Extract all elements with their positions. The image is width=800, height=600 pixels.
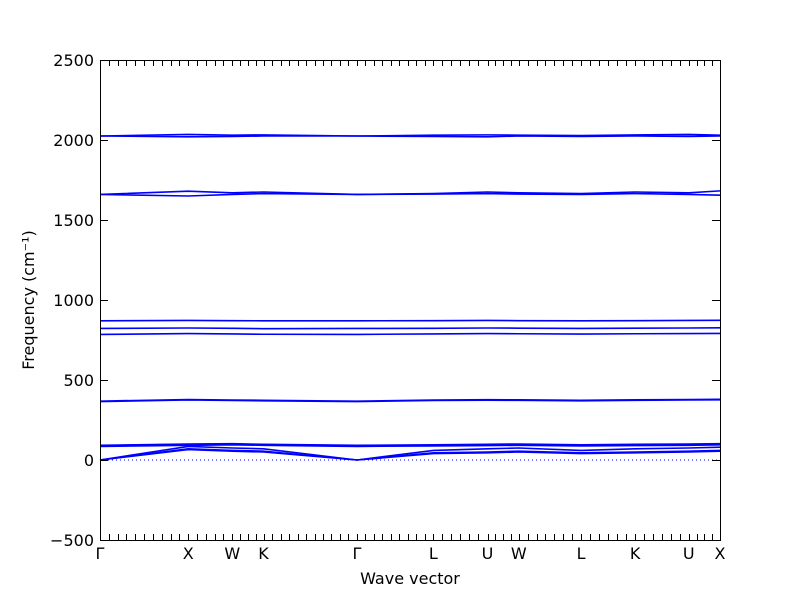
y-tick-labels: −500 0 500 1000 1500 2000 2500 bbox=[50, 51, 94, 550]
series-layer bbox=[99, 133, 721, 461]
y-tick-label: −500 bbox=[50, 531, 94, 550]
band-line-9 bbox=[99, 332, 721, 336]
x-tick-label: U bbox=[482, 544, 494, 563]
x-tick-label: L bbox=[429, 544, 438, 563]
x-tick-label: X bbox=[183, 544, 194, 563]
x-tick-label: L bbox=[577, 544, 586, 563]
y-tick-label: 500 bbox=[63, 371, 94, 390]
x-tick-label: W bbox=[224, 544, 240, 563]
band-line-13 bbox=[99, 192, 721, 197]
plot-frame bbox=[100, 60, 721, 541]
y-axis-label: Frequency (cm⁻¹) bbox=[19, 230, 38, 369]
x-tick-label: X bbox=[715, 544, 726, 563]
band-line-6 bbox=[99, 442, 721, 447]
x-tick-label: K bbox=[258, 544, 269, 563]
x-tick-label: Γ bbox=[96, 544, 105, 563]
x-axis-label: Wave vector bbox=[360, 569, 460, 588]
band-line-12 bbox=[99, 190, 721, 196]
y-tick-label: 0 bbox=[84, 451, 94, 470]
x-tick-label: U bbox=[683, 544, 695, 563]
band-line-3 bbox=[99, 445, 721, 461]
band-line-2 bbox=[99, 448, 721, 461]
band-line-14 bbox=[99, 133, 721, 137]
y-tick-label: 2500 bbox=[53, 51, 94, 70]
y-tick-label: 1500 bbox=[53, 211, 94, 230]
x-tick-label: K bbox=[630, 544, 641, 563]
y-tick-label: 1000 bbox=[53, 291, 94, 310]
x-tick-label: W bbox=[511, 544, 527, 563]
y-tick-label: 2000 bbox=[53, 131, 94, 150]
band-line-15 bbox=[99, 135, 721, 138]
band-line-10 bbox=[99, 327, 721, 330]
x-tick-label: Γ bbox=[353, 544, 362, 563]
ticks-layer bbox=[100, 60, 721, 541]
band-line-8 bbox=[99, 398, 721, 402]
